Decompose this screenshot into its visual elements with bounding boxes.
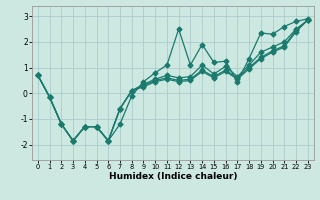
X-axis label: Humidex (Indice chaleur): Humidex (Indice chaleur) (108, 172, 237, 181)
